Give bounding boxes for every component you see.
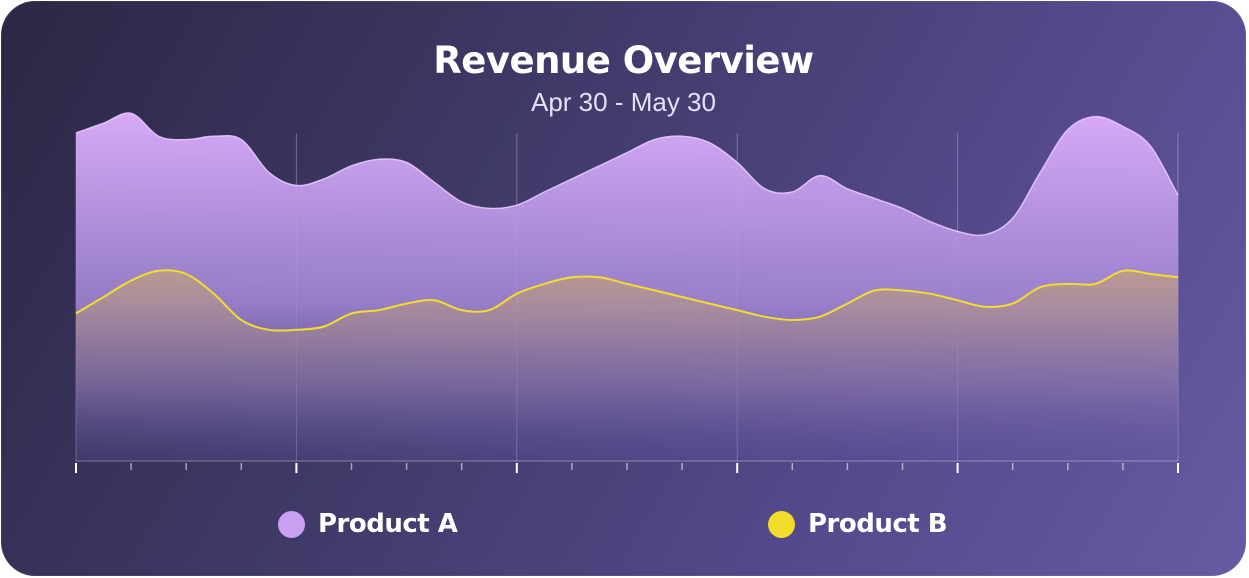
legend-item-product-b[interactable]: Product B [768,509,948,539]
legend-swatch-product-a [278,510,305,538]
legend-item-product-a[interactable]: Product A [278,509,458,539]
chart-subtitle: Apr 30 - May 30 [531,87,716,117]
chart-legend: Product A Product B [1,509,1246,549]
area-line-product-a [75,112,1179,237]
area-fill-product-b [76,270,1178,461]
chart-title: Revenue Overview [433,39,814,82]
area-line-product-b [75,269,1179,332]
legend-label-product-a: Product A [318,509,458,539]
legend-swatch-product-b [768,510,795,538]
legend-label-product-b: Product B [808,509,948,539]
